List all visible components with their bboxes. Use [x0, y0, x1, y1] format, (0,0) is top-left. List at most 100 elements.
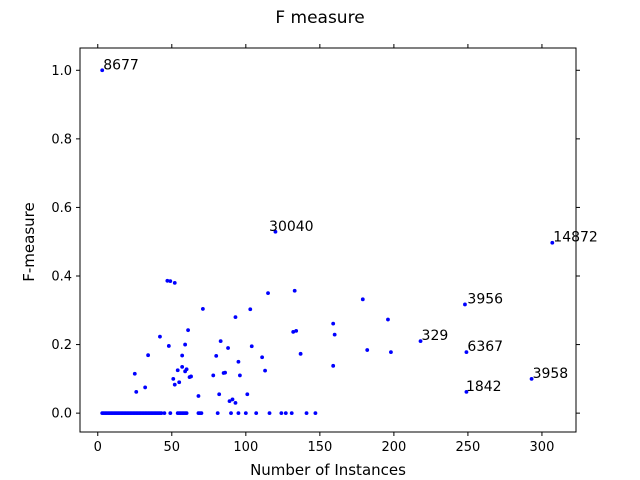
x-tick-label: 50 — [164, 440, 181, 455]
data-point — [332, 332, 337, 337]
data-point — [292, 288, 297, 293]
data-point — [313, 411, 318, 416]
data-point — [229, 411, 233, 416]
data-point — [294, 328, 299, 333]
data-point — [196, 394, 201, 398]
x-tick-label: 0 — [94, 440, 102, 455]
y-tick-label: 0.2 — [51, 338, 72, 353]
data-point — [360, 297, 365, 302]
point-annotation-label: 6367 — [467, 339, 503, 355]
point-annotation-label: 8677 — [103, 57, 139, 73]
data-point — [279, 411, 284, 416]
x-tick-label: 150 — [307, 440, 332, 455]
data-point — [187, 375, 192, 380]
data-point — [143, 385, 148, 390]
y-tick-label: 0.6 — [51, 201, 72, 216]
data-point — [166, 344, 171, 348]
data-point — [180, 364, 185, 369]
data-point — [238, 373, 242, 378]
data-point — [331, 321, 336, 326]
y-tick-label: 0.8 — [51, 132, 72, 147]
data-point — [236, 411, 241, 416]
data-point — [165, 278, 170, 283]
data-point — [168, 411, 173, 416]
axes-border — [79, 47, 577, 433]
x-tick-label: 200 — [381, 440, 406, 455]
point-annotation-label: 30040 — [269, 219, 314, 235]
data-point — [158, 334, 162, 339]
point-annotation-label: 329 — [422, 328, 449, 344]
data-point — [183, 342, 188, 347]
data-point — [245, 392, 250, 397]
data-point — [233, 400, 238, 405]
data-point — [273, 229, 278, 234]
point-annotation-label: 3958 — [533, 366, 569, 382]
data-point — [227, 399, 232, 404]
x-tick-label: 100 — [233, 440, 258, 455]
data-point — [254, 411, 259, 416]
data-point — [159, 411, 164, 416]
data-point — [248, 307, 253, 312]
data-point — [267, 411, 272, 416]
data-point — [249, 344, 254, 349]
data-point — [172, 382, 177, 387]
data-point — [146, 353, 151, 358]
data-point — [200, 307, 205, 311]
data-point — [184, 367, 189, 372]
data-point — [180, 353, 185, 358]
x-axis-label: Number of Instances — [250, 461, 406, 479]
data-point — [291, 329, 296, 334]
data-point — [331, 363, 336, 368]
data-point — [134, 389, 139, 394]
data-point — [298, 351, 303, 356]
data-point — [223, 370, 227, 375]
point-annotations: 8677 30040 14872 3956 329 6367 3958 1842 — [103, 57, 598, 395]
data-point — [260, 355, 265, 360]
data-point — [550, 240, 555, 245]
data-point — [365, 348, 370, 352]
data-point — [184, 411, 189, 416]
chart-title: F measure — [275, 8, 365, 28]
data-point — [266, 291, 270, 296]
data-point — [218, 339, 223, 344]
data-point — [289, 411, 294, 416]
data-point — [283, 411, 288, 416]
data-point — [529, 376, 534, 381]
data-point — [463, 302, 467, 307]
data-point — [464, 350, 469, 355]
data-point — [418, 339, 423, 344]
data-point — [215, 411, 220, 416]
data-point — [217, 392, 222, 397]
data-point — [162, 411, 167, 416]
data-point — [186, 328, 190, 333]
data-point — [386, 317, 390, 322]
data-point — [132, 371, 137, 376]
data-point — [211, 373, 216, 378]
data-point — [263, 368, 267, 373]
point-annotation-label: 1842 — [466, 379, 502, 395]
data-point — [464, 389, 469, 394]
axis-ticks: 0 50 100 150 200 250 300 0.0 0.2 0.4 0.6 0.8 1.0 — [51, 44, 580, 455]
data-point — [168, 279, 173, 284]
y-axis-label: F-measure — [20, 202, 38, 282]
data-point — [230, 397, 235, 402]
data-point — [100, 68, 105, 73]
data-point — [177, 380, 182, 385]
data-point — [236, 359, 241, 364]
data-point — [243, 411, 248, 416]
data-point — [304, 411, 309, 416]
y-tick-label: 0.0 — [51, 407, 72, 422]
data-points — [100, 68, 555, 416]
data-point — [389, 350, 393, 355]
data-point — [214, 353, 219, 358]
x-tick-label: 300 — [530, 440, 555, 455]
data-point — [226, 346, 230, 350]
x-tick-label: 250 — [456, 440, 481, 455]
data-point — [199, 411, 204, 416]
data-point — [233, 315, 238, 320]
point-annotation-label: 14872 — [553, 230, 598, 246]
data-point — [171, 376, 176, 381]
y-tick-label: 1.0 — [51, 64, 72, 79]
point-annotation-label: 3956 — [467, 291, 503, 307]
